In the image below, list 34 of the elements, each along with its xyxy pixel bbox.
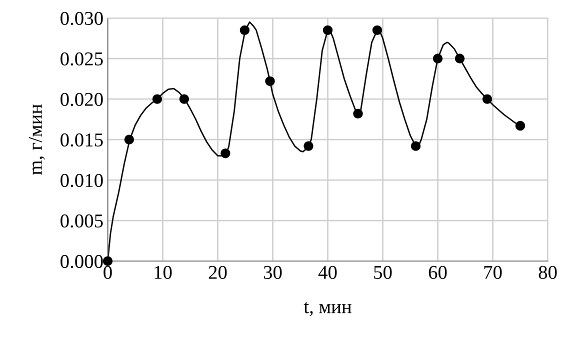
point: [410, 141, 421, 151]
point: [454, 54, 465, 64]
point: [372, 25, 382, 36]
point: [304, 141, 314, 151]
x-tick-label: 0: [104, 266, 112, 279]
point: [322, 25, 333, 36]
point: [124, 134, 134, 144]
y-tick-label: 0.025: [60, 52, 103, 66]
point: [240, 25, 250, 36]
y-tick-label: 0.000: [60, 254, 103, 268]
x-tick-label: 20: [208, 266, 227, 279]
point: [265, 76, 275, 86]
point: [220, 148, 230, 158]
x-tick-label: 60: [428, 266, 447, 279]
point: [102, 256, 113, 266]
x-tick-label: 40: [318, 266, 337, 279]
x-tick-label: 50: [374, 266, 392, 279]
x-tick-label: 30: [264, 266, 282, 279]
point: [179, 94, 190, 104]
point: [353, 108, 363, 118]
y-tick-label: 0.010: [60, 174, 103, 188]
x-tick-label: 70: [484, 266, 502, 279]
point: [482, 94, 492, 104]
point: [152, 94, 162, 104]
x-axis-title: t, мин: [304, 302, 352, 316]
y-tick-label: 0.015: [60, 133, 103, 147]
x-tick-label: 10: [154, 266, 172, 279]
y-tick-label: 0.030: [60, 12, 103, 26]
y-tick-label: 0.020: [60, 92, 103, 106]
point: [432, 54, 443, 64]
y-axis-title: m, г/мин: [28, 104, 45, 175]
point: [515, 120, 526, 131]
y-tick-label: 0.005: [60, 214, 103, 228]
x-tick-label: 80: [538, 266, 557, 279]
